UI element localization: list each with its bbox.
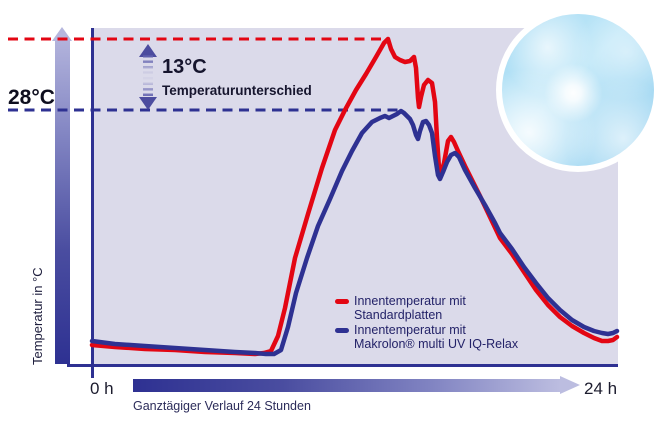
legend-item-makrolon: Innentemperatur mit Makrolon® multi UV I… [335,323,518,351]
x-axis-caption: Ganztägiger Verlauf 24 Stunden [133,399,311,413]
x-axis-line [67,364,618,367]
legend-item-standardplatten: Innentemperatur mit Standardplatten [335,294,518,322]
difference-value-label: 13°C [162,56,207,78]
arrow-shaft [143,55,153,99]
y-axis-line [91,28,94,378]
temperature-axis-gradient-bar [55,40,70,364]
y-axis-label: Temperatur in °C [30,267,45,365]
sun-sky-photo-icon [496,8,660,172]
legend-label-line: Innentemperatur mit [354,294,466,308]
legend-label-line: Innentemperatur mit [354,323,466,337]
legend-swatch-blue [335,328,349,333]
legend-label-line: Makrolon® multi UV IQ-Relax [354,337,519,351]
time-axis-gradient-bar [133,379,560,392]
temperature-difference-arrow-icon [139,44,157,110]
difference-text-label: Temperaturunterschied [162,83,312,98]
legend-swatch-red [335,299,349,304]
arrow-up-head-icon [139,44,157,57]
x-axis-end-label: 24 h [584,379,618,398]
arrow-down-head-icon [139,97,157,110]
x-axis-start-label: 0 h [90,379,114,398]
time-axis-arrow-right-icon [560,376,580,394]
legend: Innentemperatur mit Standardplatten Inne… [335,294,518,352]
curve-red [89,36,620,357]
temp-28-label: 28°C [8,86,55,109]
curve-blue [89,108,620,357]
legend-label-line: Standardplatten [354,308,443,322]
